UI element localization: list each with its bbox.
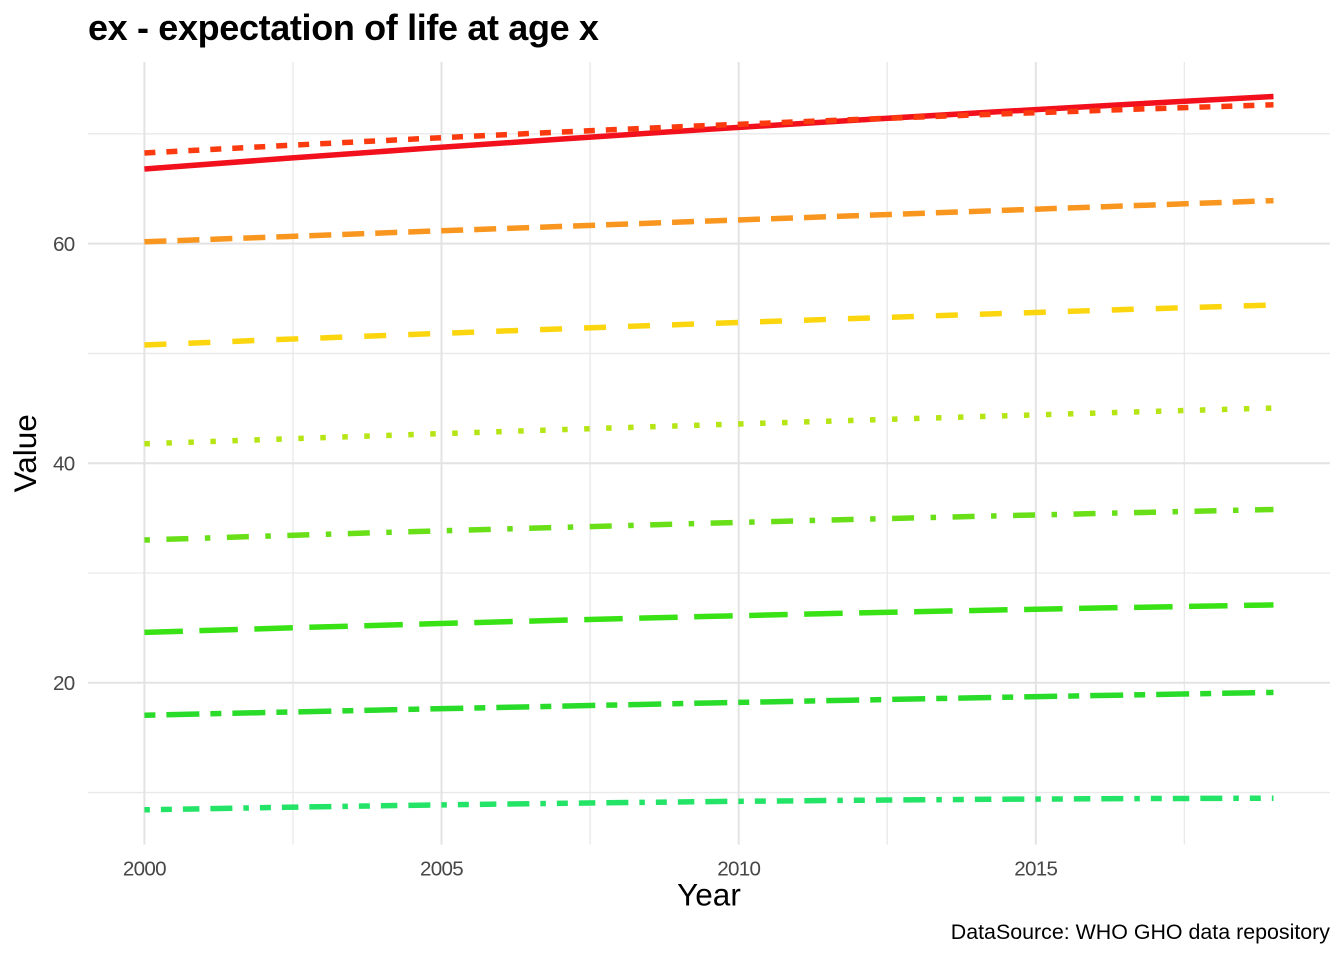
svg-text:2010: 2010 <box>717 858 760 881</box>
svg-text:2015: 2015 <box>1014 858 1057 881</box>
svg-text:2005: 2005 <box>420 858 463 881</box>
svg-text:Value: Value <box>7 414 43 492</box>
svg-text:20: 20 <box>53 672 75 695</box>
svg-text:60: 60 <box>53 233 75 256</box>
svg-text:40: 40 <box>53 453 75 476</box>
svg-text:2000: 2000 <box>123 858 166 881</box>
svg-text:DataSource: WHO GHO data repos: DataSource: WHO GHO data repository <box>951 920 1331 944</box>
svg-text:Year: Year <box>677 876 741 912</box>
svg-text:ex - expectation of life at ag: ex - expectation of life at age x <box>88 7 599 48</box>
